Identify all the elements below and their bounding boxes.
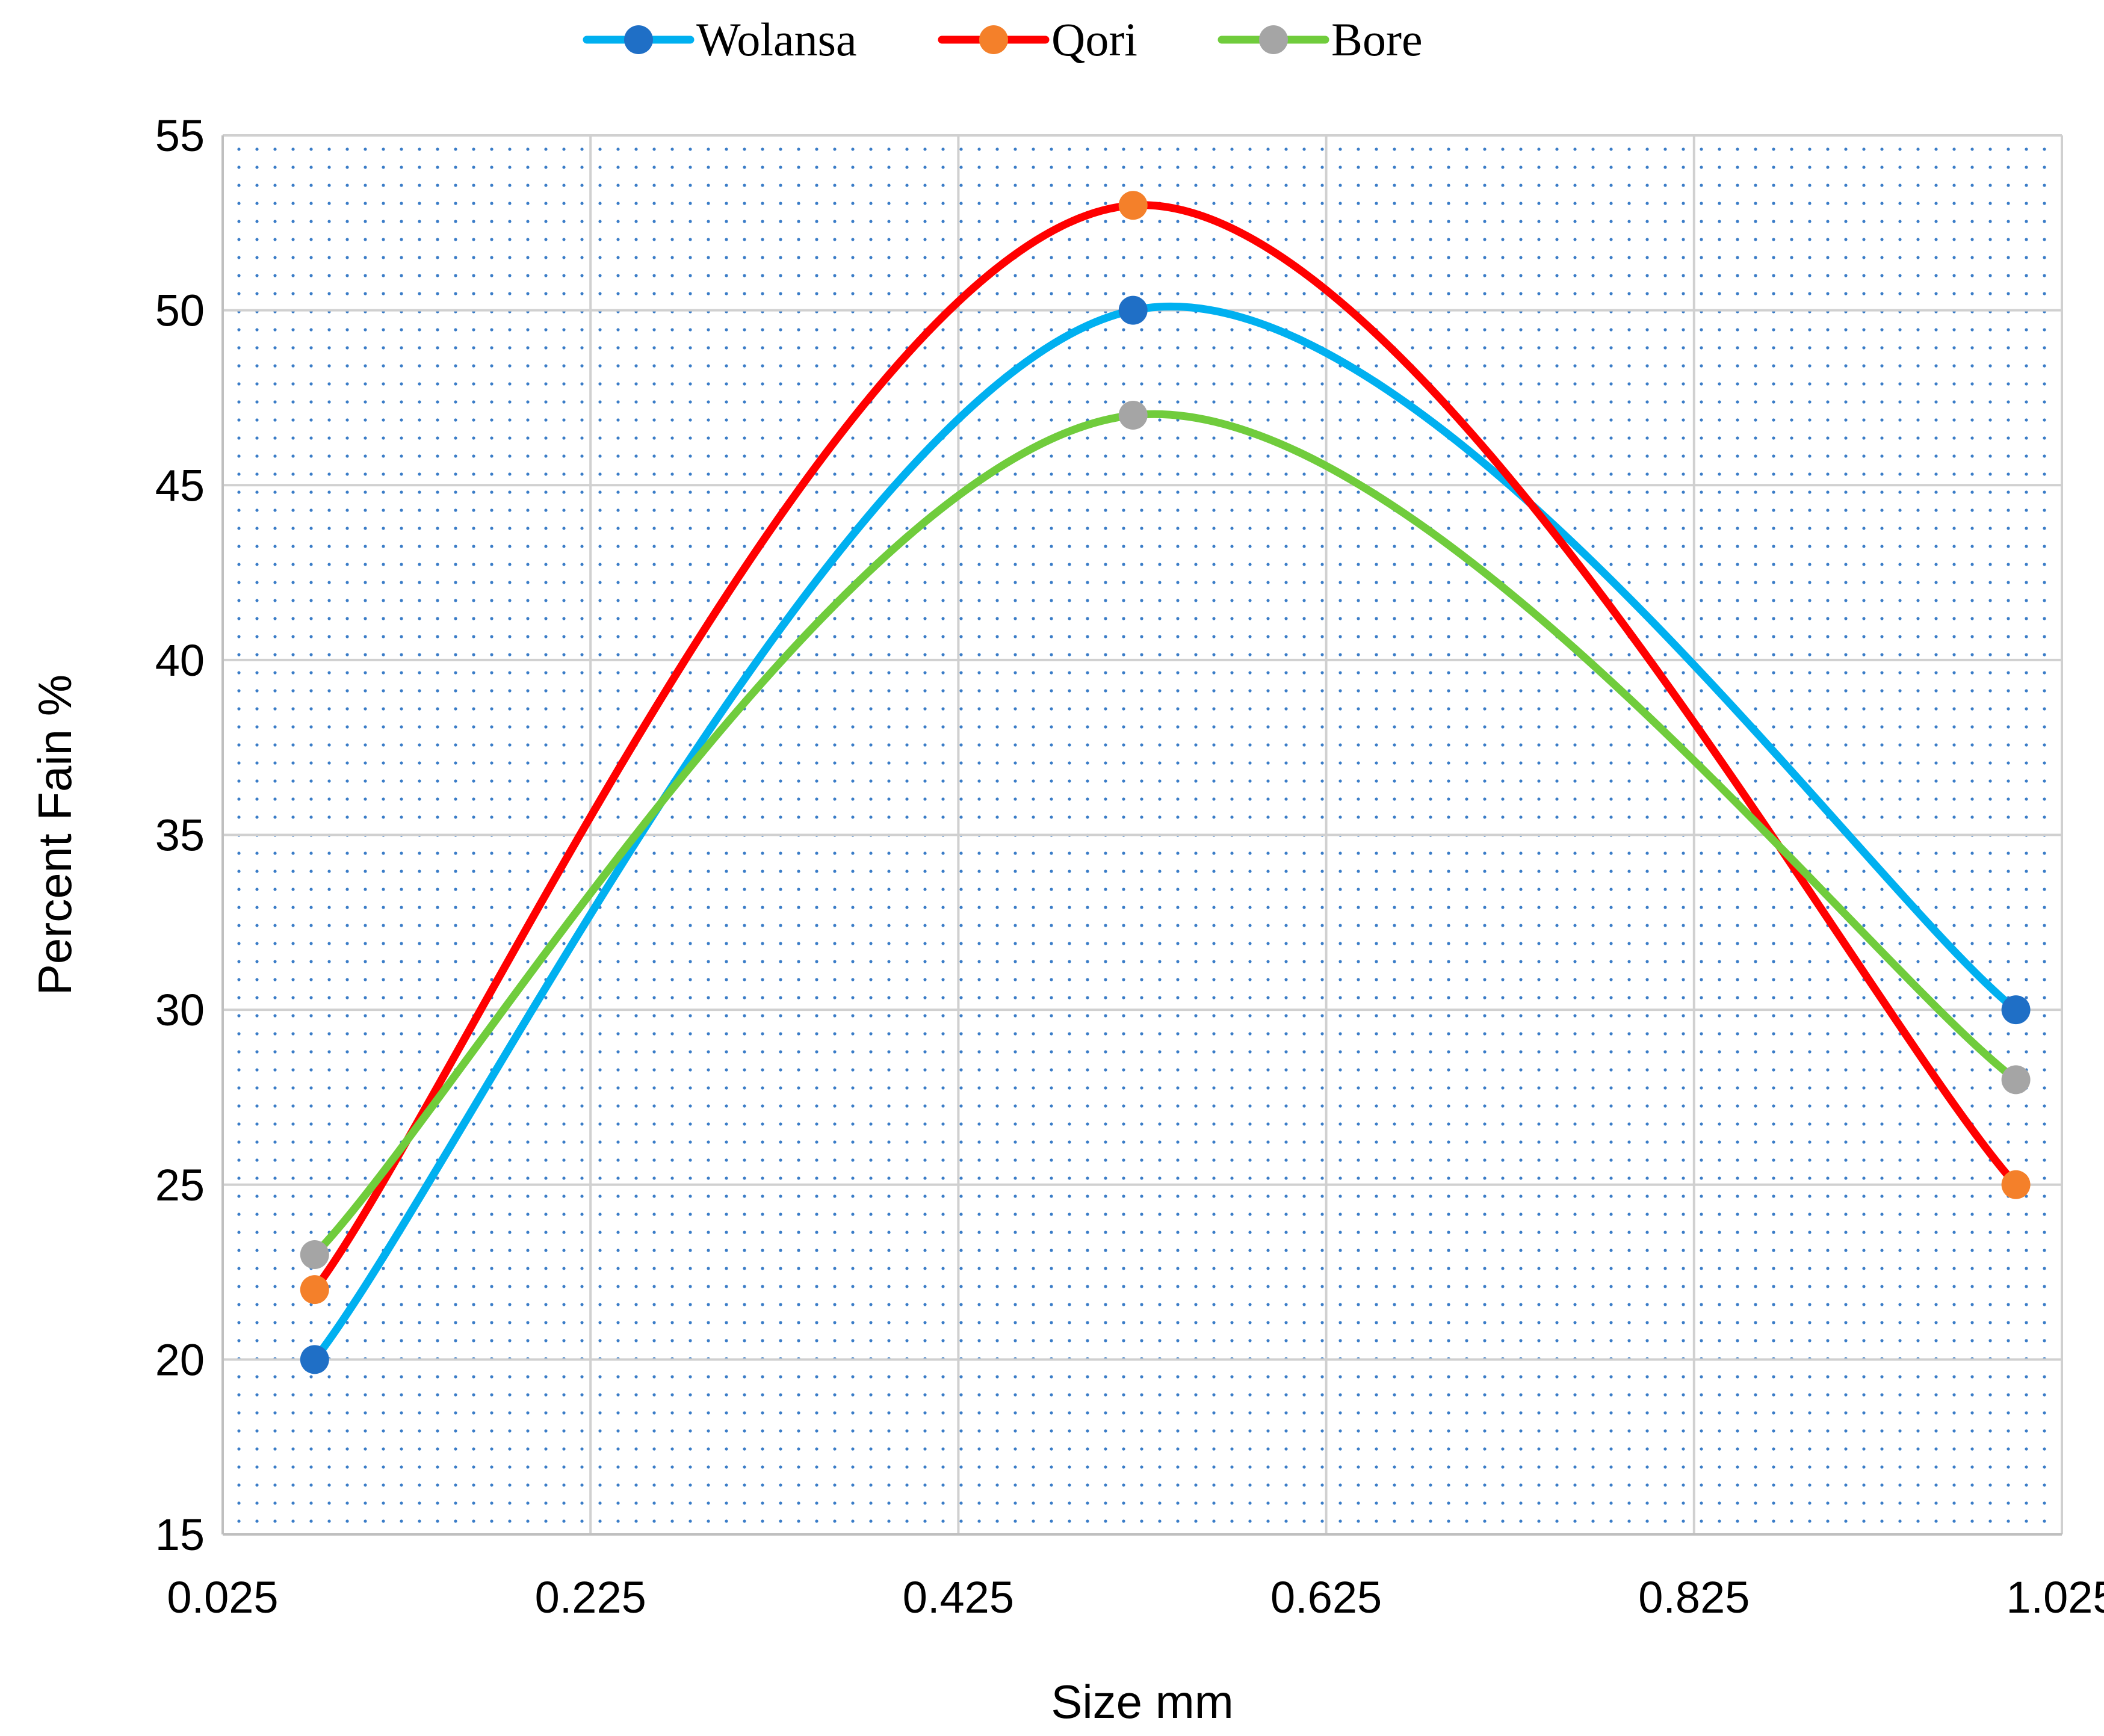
x-tick-label: 0.425	[903, 1572, 1014, 1622]
x-tick-label: 0.825	[1638, 1572, 1750, 1622]
legend: Wolansa Qori Bore	[583, 13, 1423, 66]
data-point-qori	[300, 1275, 329, 1305]
x-tick-labels: 0.025 0.225 0.425 0.625 0.825 1.025	[167, 1572, 2104, 1622]
data-point-wolansa	[300, 1345, 329, 1374]
y-tick-label: 30	[155, 985, 205, 1035]
legend-swatch-marker	[1259, 25, 1288, 54]
x-axis-title: Size mm	[1051, 1675, 1233, 1728]
x-tick-label: 0.025	[167, 1572, 278, 1622]
y-tick-label: 45	[155, 460, 205, 510]
y-tick-label: 20	[155, 1335, 205, 1385]
x-tick-label: 0.225	[535, 1572, 646, 1622]
data-point-qori	[1118, 191, 1148, 220]
x-tick-label: 0.625	[1270, 1572, 1382, 1622]
y-tick-label: 35	[155, 811, 205, 860]
data-point-qori	[2001, 1170, 2031, 1199]
axes	[221, 135, 2062, 1536]
y-axis-title: Percent Fain %	[28, 675, 81, 995]
legend-label: Qori	[1051, 13, 1137, 66]
y-tick-label: 55	[155, 111, 205, 161]
series-markers	[300, 191, 2031, 1374]
y-tick-label: 40	[155, 635, 205, 685]
legend-label: Bore	[1331, 13, 1423, 66]
y-tick-label: 50	[155, 286, 205, 336]
data-point-wolansa	[1118, 295, 1148, 325]
y-tick-labels: 15 20 25 30 35 40 45 50 55	[155, 111, 205, 1560]
legend-label: Wolansa	[696, 13, 857, 66]
legend-swatch-marker	[624, 25, 653, 54]
y-tick-label: 25	[155, 1160, 205, 1210]
y-tick-label: 15	[155, 1510, 205, 1560]
x-tick-label: 1.025	[2006, 1572, 2104, 1622]
data-point-bore	[300, 1240, 329, 1269]
legend-item-wolansa: Wolansa	[583, 13, 857, 66]
legend-item-bore: Bore	[1218, 13, 1423, 66]
legend-item-qori: Qori	[938, 13, 1137, 66]
legend-swatch-marker	[979, 25, 1008, 54]
data-point-wolansa	[2001, 995, 2031, 1025]
data-point-bore	[2001, 1065, 2031, 1095]
data-point-bore	[1118, 401, 1148, 430]
